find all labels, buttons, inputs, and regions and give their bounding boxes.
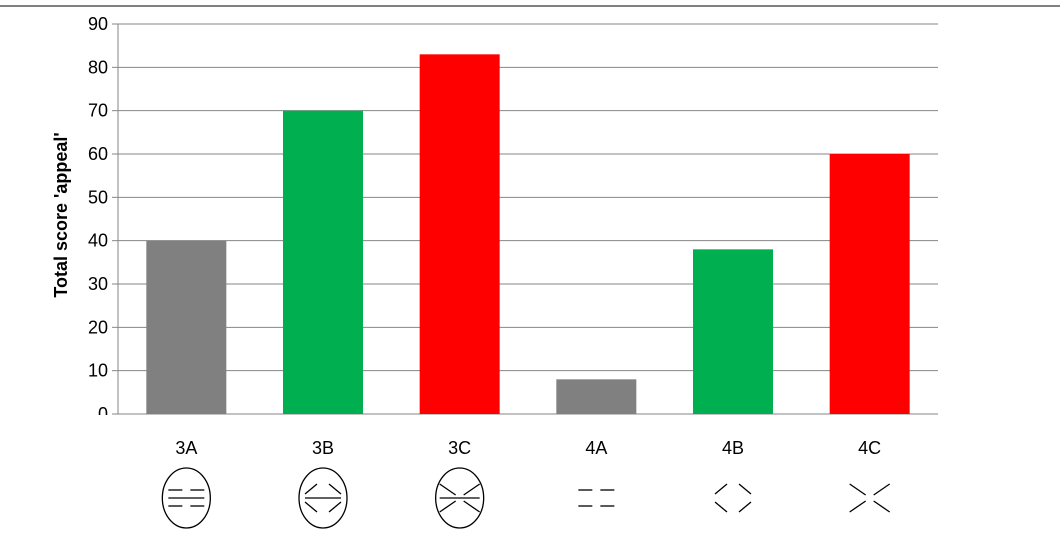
bar-4B: [693, 249, 773, 414]
x-tick-label: 3C: [448, 438, 471, 458]
y-tick-label: 10: [88, 361, 108, 381]
inward-angles-circle-icon: [435, 467, 485, 529]
y-tick-label: 70: [88, 101, 108, 121]
bar-3B: [283, 110, 363, 415]
y-tick-label: 80: [88, 57, 108, 77]
inward-angles-icon: [849, 483, 891, 513]
x-tick-label: 4B: [722, 438, 744, 458]
y-tick-label: 50: [88, 187, 108, 207]
y-tick-label: 20: [88, 317, 108, 337]
outward-angles-circle-icon: [298, 467, 348, 529]
bar-3C: [419, 54, 500, 414]
bar-3A: [146, 240, 227, 414]
x-tick-labels: 3A 3B 3C 4A 4B 4C: [175, 438, 881, 458]
y-tick-labels: 0 10 20 30 40 50 60 70 80 90: [88, 14, 108, 424]
y-tick-label: 60: [88, 144, 108, 164]
figure-icons: [161, 467, 891, 529]
outward-angles-icon: [714, 483, 752, 513]
x-tick-label: 4C: [858, 438, 881, 458]
y-tick-label: 90: [88, 14, 108, 34]
bar-4A: [556, 379, 637, 414]
x-tick-label: 3A: [175, 438, 197, 458]
gridlines: [112, 23, 938, 415]
y-tick-label: 30: [88, 274, 108, 294]
parallel-lines-circle-icon: [161, 467, 211, 529]
bars: [146, 54, 910, 415]
x-tick-label: 3B: [312, 438, 334, 458]
x-tick-label: 4A: [585, 438, 607, 458]
parallel-lines-icon: [578, 489, 615, 507]
y-tick-label: 0: [98, 404, 108, 424]
y-axis-label: Total score 'appeal': [51, 132, 71, 297]
y-tick-label: 40: [88, 231, 108, 251]
bar-4C: [829, 154, 910, 414]
